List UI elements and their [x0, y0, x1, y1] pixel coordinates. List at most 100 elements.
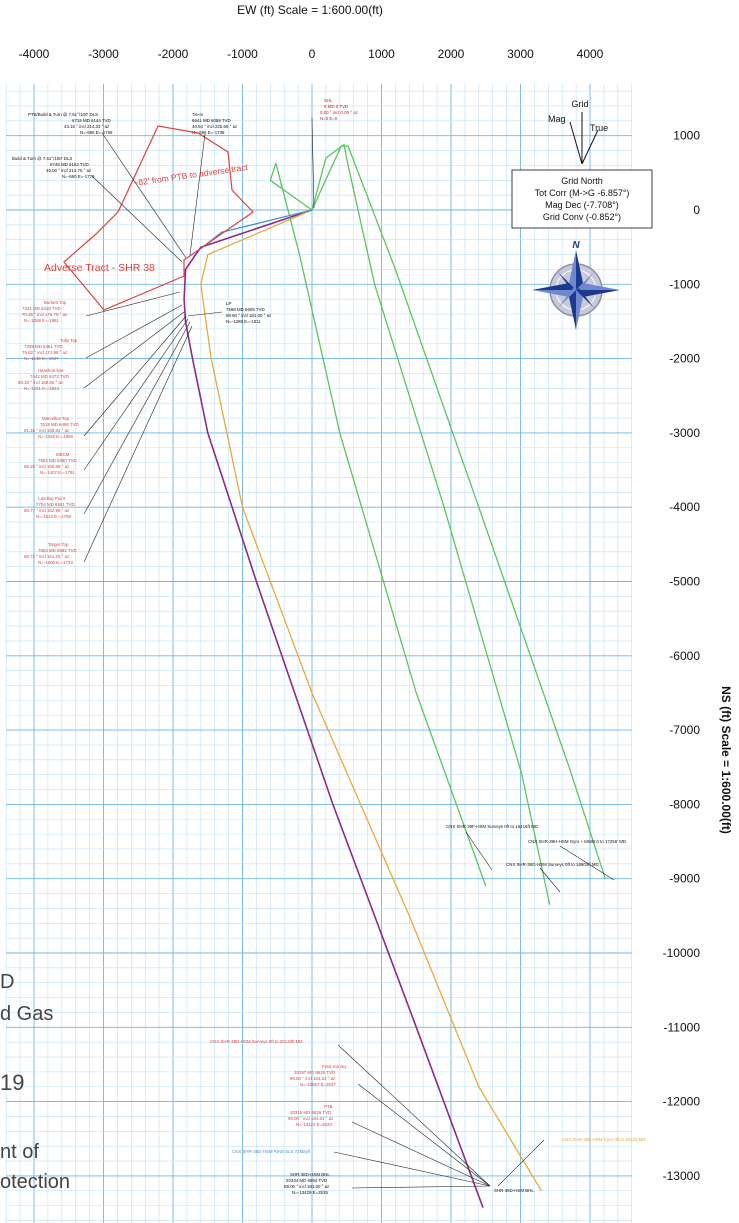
margin-text-5: otection — [0, 1171, 70, 1193]
svg-text:7704 MD 6581 TVD: 7704 MD 6581 TVD — [36, 502, 75, 507]
formation-mbcm: MBCM — [56, 452, 70, 457]
annotation-ptb-build: PTB/Build & Turn @ 7.51°/100' DLS — [28, 112, 98, 117]
y-tick-label: -6000 — [669, 649, 700, 663]
label-final-survey: Final Survey — [322, 1064, 347, 1069]
y-tick-label: -11000 — [664, 1020, 701, 1034]
svg-text:N=-1251 E=-1824: N=-1251 E=-1824 — [24, 386, 59, 391]
svg-text:7331 MD 6418 TVD: 7331 MD 6418 TVD — [22, 306, 61, 311]
label-39h-gyro: CNX SHR-39H-HSM Gyro + MWD 0 to 17256' M… — [528, 839, 626, 844]
svg-text:N=-1523 E=-1758: N=-1523 E=-1758 — [36, 514, 71, 519]
svg-text:81.46 ° incl 168.82 ° az: 81.46 ° incl 168.82 ° az — [24, 428, 69, 433]
svg-text:75.62 ° incl 171.98 ° az: 75.62 ° incl 171.98 ° az — [22, 350, 67, 355]
compass-rose-icon: N — [532, 240, 620, 330]
annotation-tie-in: Tie-In — [192, 112, 204, 117]
y-tick-label: -3000 — [669, 426, 700, 440]
svg-text:70.35 ° incl 176.70 ° az: 70.35 ° incl 176.70 ° az — [22, 312, 67, 317]
svg-text:N=-696 E=-1759: N=-696 E=-1759 — [80, 130, 113, 135]
svg-text:N=-1059 E=-1861: N=-1059 E=-1861 — [24, 318, 59, 323]
svg-text:N=-1407 E=-1791: N=-1407 E=-1791 — [40, 470, 75, 475]
leader-lines — [83, 117, 615, 1189]
x-tick-label: 4000 — [577, 47, 604, 61]
svg-text:86.72 ° incl 161.25 ° az: 86.72 ° incl 161.25 ° az — [24, 554, 69, 559]
svg-text:40.54 ° incl 225.66 ° az: 40.54 ° incl 225.66 ° az — [192, 124, 237, 129]
svg-text:7442 MD 6473 TVD: 7442 MD 6473 TVD — [30, 374, 69, 379]
margin-text-3: 19 — [0, 1070, 24, 1095]
svg-text:90.50 ° incl 184.53 ° az: 90.50 ° incl 184.53 ° az — [290, 1076, 335, 1081]
x-tick-label: -3000 — [88, 47, 119, 61]
svg-text:90.00 ° incl 184.63 ° az: 90.00 ° incl 184.63 ° az — [288, 1116, 333, 1121]
label-38d-surveys: CNX SHR-38D-HSM Surveys 0ft to 20133ft M… — [210, 1039, 302, 1044]
svg-text:0.00 ° incl 0.00 ° az: 0.00 ° incl 0.00 ° az — [320, 110, 358, 115]
x-tick-label: -1000 — [227, 47, 258, 61]
svg-text:N=-1326 E=-1808: N=-1326 E=-1808 — [38, 434, 73, 439]
grid-conv-label: Grid Conv (-0.852°) — [543, 212, 621, 222]
compass-north-label: N — [572, 240, 580, 251]
svg-text:N=-1388 E=-1811: N=-1388 E=-1811 — [226, 319, 261, 324]
svg-text:7804 MD 6582 TVD: 7804 MD 6582 TVD — [38, 548, 77, 553]
svg-text:N=-1600 E=-1733: N=-1600 E=-1733 — [38, 560, 73, 565]
svg-text:N=-1148 E=-1847: N=-1148 E=-1847 — [24, 356, 59, 361]
svg-text:43.15 ° incl 214.33 ° az: 43.15 ° incl 214.33 ° az — [64, 124, 109, 129]
label-38g-surveys: CNX SHR-38G-HSM Surveys 0ft to 16903ft M… — [506, 862, 599, 867]
x-tick-label: 0 — [309, 47, 316, 61]
north-grid-label: Grid — [571, 99, 588, 109]
margin-text-4: nt of — [0, 1141, 39, 1163]
grid-lines — [5, 83, 633, 1223]
y-axis-title: NS (ft) Scale = 1:600.00(ft) — [719, 686, 733, 834]
x-tick-label: -2000 — [158, 47, 189, 61]
margin-text: D d Gas 19 nt of otection — [0, 971, 70, 1193]
annotations: PTB/Build & Turn @ 7.51°/100' DLS 6715 M… — [12, 98, 645, 1195]
x-tick-label: 1000 — [368, 47, 395, 61]
x-tick-label: 3000 — [507, 47, 534, 61]
y-tick-label: 0 — [693, 203, 700, 217]
svg-text:7602 MD 6480 TVD: 7602 MD 6480 TVD — [38, 458, 77, 463]
y-tick-label: -4000 — [669, 500, 700, 514]
svg-text:7519 MD 6496 TVD: 7519 MD 6496 TVD — [40, 422, 79, 427]
chart-title: EW (ft) Scale = 1:600.00(ft) — [237, 3, 383, 17]
formation-hamilton: Hamilton bse — [38, 368, 64, 373]
x-tick-label: -4000 — [19, 47, 50, 61]
label-rev0-sls: CNX SHR-38D-HSM Rev0 SLS 72Mayfl — [232, 1149, 310, 1154]
svg-text:20334 MD 6694 TVD: 20334 MD 6694 TVD — [286, 1178, 327, 1183]
svg-text:45.00 ° incl 213.75 ° az: 45.00 ° incl 213.75 ° az — [46, 168, 91, 173]
series-group — [183, 143, 606, 1208]
svg-text:80.18 ° incl 168.65 ° az: 80.18 ° incl 168.65 ° az — [18, 380, 63, 385]
label-bhl-detail: SHR-38D-HSM BHL — [290, 1172, 330, 1177]
annotation-shl: SHL — [324, 98, 333, 103]
annotation-lp: LP — [226, 301, 231, 306]
svg-text:N=-13429 E=2535: N=-13429 E=2535 — [292, 1190, 328, 1195]
svg-text:N=0 E=0: N=0 E=0 — [320, 116, 338, 121]
svg-text:N=-660 E=-1779: N=-660 E=-1779 — [62, 174, 95, 179]
formation-marcellus: Marcellus Top — [42, 416, 70, 421]
svg-text:89.60 ° incl 181.00 ° az: 89.60 ° incl 181.00 ° az — [226, 313, 271, 318]
x-tick-label: 2000 — [438, 47, 465, 61]
adverse-tract-outline — [63, 125, 254, 311]
north-arrow — [569, 112, 599, 165]
svg-text:0 MD 0 TVD: 0 MD 0 TVD — [324, 104, 348, 109]
series-line-1 — [183, 209, 484, 1208]
grid-north-box — [511, 169, 653, 229]
y-tick-label: -10000 — [663, 946, 701, 960]
svg-text:6641 MD 6089 TVD: 6641 MD 6089 TVD — [192, 118, 231, 123]
svg-text:N=-596 E=-1738: N=-596 E=-1738 — [192, 130, 225, 135]
tot-corr-label: Tot Corr (M->G -6.857°) — [535, 188, 630, 198]
series-line-2 — [200, 209, 542, 1192]
label-ptb: PTB — [324, 1104, 333, 1109]
series-line-3 — [269, 162, 487, 887]
svg-text:7598 MD 6605 TVD: 7598 MD 6605 TVD — [226, 307, 265, 312]
svg-text:86.77 ° incl 162.96 ° az: 86.77 ° incl 162.96 ° az — [24, 508, 69, 513]
svg-text:6715 MD 6144 TVD: 6715 MD 6144 TVD — [72, 118, 111, 123]
y-tick-label: -5000 — [669, 575, 700, 589]
y-tick-label: -1000 — [669, 277, 700, 291]
x-tick-labels: -4000 -3000 -2000 -1000 0 1000 2000 3000 4000 — [19, 47, 604, 61]
svg-text:6748 MD 6163 TVD: 6748 MD 6163 TVD — [50, 162, 89, 167]
svg-text:89.00 ° incl 181.00 ° az: 89.00 ° incl 181.00 ° az — [284, 1184, 329, 1189]
svg-text:20315 MD 6626 TVD: 20315 MD 6626 TVD — [290, 1110, 331, 1115]
series-line-4 — [311, 143, 551, 905]
y-tick-label: -13000 — [663, 1169, 701, 1183]
y-tick-label: -7000 — [669, 723, 700, 737]
margin-text-2: d Gas — [0, 1003, 53, 1025]
svg-text:N=-13567 E=2537: N=-13567 E=2537 — [300, 1082, 336, 1087]
svg-text:20297 MD 6626 TVD: 20297 MD 6626 TVD — [294, 1070, 335, 1075]
